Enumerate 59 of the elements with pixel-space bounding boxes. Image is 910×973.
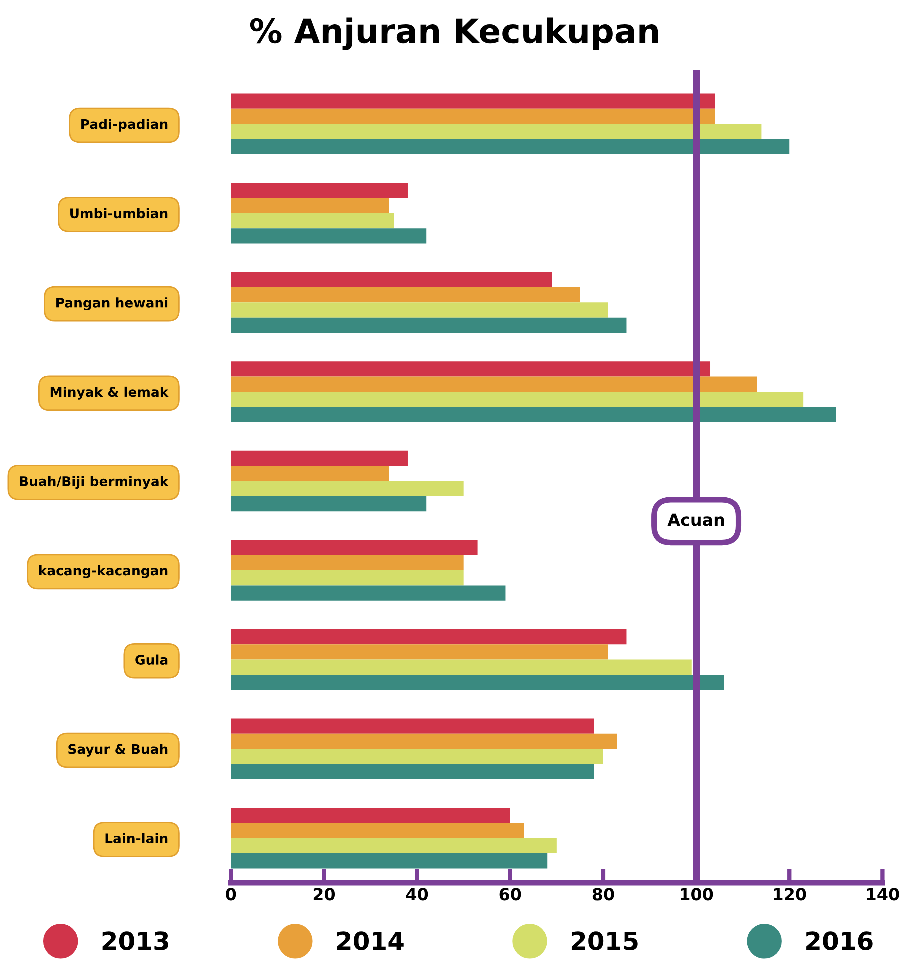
bar	[231, 94, 716, 109]
ref-line-label: Acuan	[668, 514, 724, 526]
bar	[231, 540, 478, 556]
bar	[231, 629, 627, 645]
y-tick-label: Sayur & Buah	[68, 744, 168, 757]
legend-label: 2014	[337, 932, 404, 951]
bar	[231, 228, 427, 244]
bar	[231, 823, 524, 838]
chart-title: % Anjuran Kecukupan	[250, 18, 658, 50]
bar	[231, 466, 390, 482]
y-tick-label: Umbi-umbian	[70, 208, 168, 219]
bar	[231, 450, 408, 466]
bar	[231, 407, 836, 422]
bar	[231, 734, 618, 750]
legend-label: 2015	[572, 932, 638, 951]
bar	[231, 808, 510, 824]
x-tick-label: 0	[226, 888, 236, 901]
x-tick-label: 80	[592, 888, 614, 901]
legend-label: 2016	[806, 932, 873, 951]
bar	[231, 838, 557, 854]
y-tick-label: kacang-kacangan	[39, 566, 168, 578]
bar	[231, 749, 604, 764]
bar	[231, 302, 608, 318]
x-tick-label: 20	[314, 888, 336, 901]
x-tick-label: 140	[867, 888, 900, 901]
y-tick-label: Buah/Biji berminyak	[20, 476, 169, 490]
x-tick-label: 120	[774, 888, 806, 901]
bar	[231, 198, 390, 214]
bar	[231, 660, 692, 675]
legend-label: 2013	[102, 932, 168, 951]
bar	[231, 644, 608, 660]
bar	[231, 376, 758, 392]
bar	[231, 272, 552, 288]
x-tick-label: 40	[406, 888, 428, 901]
bar	[231, 213, 394, 229]
y-tick-label: Padi-padian	[82, 119, 168, 132]
bar	[231, 318, 627, 334]
bar	[231, 392, 804, 408]
y-tick-label: Pangan hewani	[56, 298, 168, 311]
bar	[231, 362, 710, 377]
bar	[231, 555, 464, 571]
x-tick-label: 60	[500, 888, 522, 901]
y-tick-label: Minyak & lemak	[50, 386, 169, 400]
x-tick-label: 100	[681, 888, 714, 901]
y-tick-label: Lain-lain	[106, 833, 168, 844]
bar	[231, 139, 790, 154]
bar	[231, 108, 716, 124]
bar	[231, 183, 408, 198]
bar	[231, 287, 580, 303]
bar	[231, 718, 594, 734]
bar	[231, 496, 427, 512]
y-tick-label: Gula	[136, 654, 168, 665]
bar	[231, 570, 464, 586]
bar	[231, 586, 506, 601]
bar	[231, 481, 464, 496]
bar	[231, 124, 762, 140]
bar	[231, 674, 724, 690]
bar	[231, 854, 548, 869]
bar	[231, 764, 594, 780]
